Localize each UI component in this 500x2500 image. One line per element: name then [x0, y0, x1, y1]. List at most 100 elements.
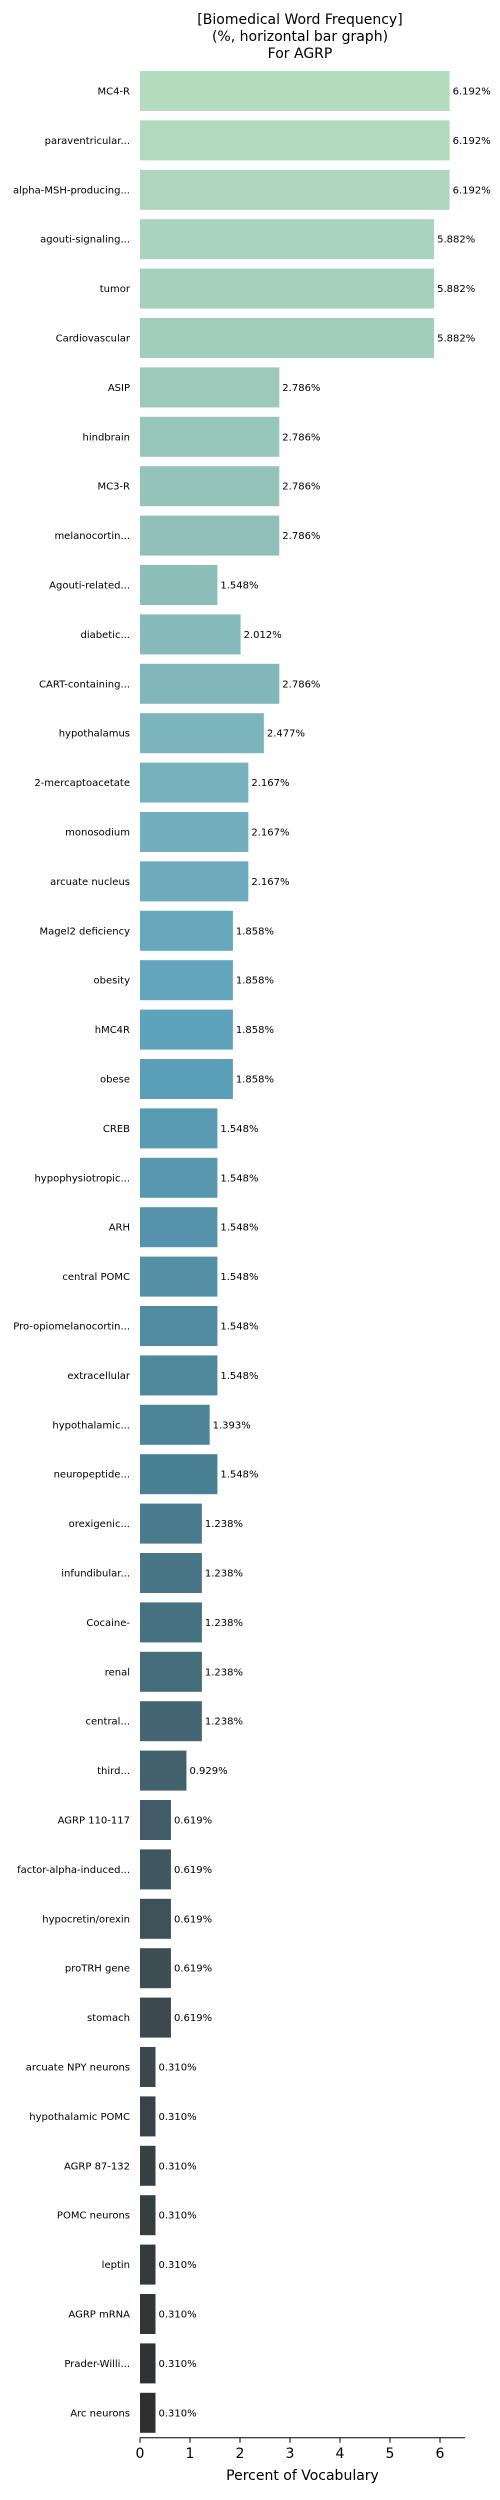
bar [140, 1355, 218, 1396]
category-label: hypothalamic POMC [29, 2112, 130, 2123]
bar [140, 1602, 202, 1643]
value-label: 2.012% [244, 630, 282, 641]
category-label: extracellular [67, 1371, 131, 1382]
category-label: hMC4R [95, 1025, 130, 1036]
category-label: diabetic... [81, 630, 131, 641]
bar [140, 120, 450, 161]
category-label: AGRP 110-117 [58, 1816, 130, 1827]
category-label: leptin [102, 2260, 130, 2271]
value-label: 0.310% [159, 2408, 197, 2419]
category-label: AGRP 87-132 [64, 2161, 130, 2172]
value-label: 0.310% [159, 2211, 197, 2222]
bar [140, 1997, 171, 2038]
value-label: 0.310% [159, 2063, 197, 2074]
category-label: 2-mercaptoacetate [34, 778, 130, 789]
category-label: agouti-signaling... [40, 235, 130, 246]
value-label: 1.548% [220, 581, 258, 592]
value-label: 1.858% [236, 1075, 274, 1086]
value-label: 5.882% [437, 235, 475, 246]
category-label: obese [100, 1075, 130, 1086]
x-tick-label: 2 [236, 2446, 245, 2462]
bar [140, 1898, 171, 1939]
category-label: central... [86, 1717, 130, 1728]
value-label: 2.167% [251, 778, 289, 789]
category-label: melanocortin... [54, 531, 130, 542]
bar [140, 1207, 218, 1248]
value-label: 2.786% [282, 482, 320, 493]
bar [140, 663, 280, 704]
value-label: 2.786% [282, 383, 320, 394]
bar [140, 1009, 233, 1050]
bar [140, 960, 233, 1001]
category-label: proTRH gene [65, 1964, 130, 1975]
bar [140, 268, 435, 309]
bar [140, 2047, 156, 2087]
bars-group [140, 71, 450, 2433]
bar [140, 910, 233, 951]
category-label: ASIP [108, 383, 130, 394]
category-label: Cardiovascular [56, 334, 131, 345]
value-label: 1.548% [220, 1272, 258, 1283]
bar [140, 1800, 171, 1840]
category-label: MC4-R [97, 87, 130, 98]
x-ticks-group: 0 1 2 3 4 5 6 [136, 2437, 445, 2462]
bar [140, 1404, 210, 1445]
category-label: AGRP mRNA [68, 2310, 130, 2321]
category-label: factor-alpha-induced... [17, 1865, 130, 1876]
value-label: 0.619% [174, 1816, 212, 1827]
bar [140, 1108, 218, 1149]
bar [140, 367, 280, 408]
category-label: POMC neurons [57, 2211, 130, 2222]
x-axis-label: Percent of Vocabulary [226, 2468, 379, 2484]
bar [140, 416, 280, 457]
value-label: 1.548% [220, 1223, 258, 1234]
category-label: Arc neurons [70, 2408, 130, 2419]
x-tick-label: 1 [186, 2446, 195, 2462]
category-label: CREB [103, 1124, 130, 1135]
value-label: 2.786% [282, 679, 320, 690]
category-label: hypothalamic... [52, 1420, 130, 1431]
category-label: CART-containing... [39, 679, 130, 690]
bar [140, 2244, 156, 2285]
category-label: Agouti-related... [49, 581, 130, 592]
category-label: infundibular... [61, 1569, 130, 1580]
category-label: hypothalamus [59, 729, 130, 740]
value-label: 0.310% [159, 2310, 197, 2321]
value-label: 0.619% [174, 2013, 212, 2024]
bar [140, 1157, 218, 1198]
bar [140, 762, 249, 803]
category-label: Pro-opiomelanocortin... [13, 1322, 130, 1333]
value-labels-group: 6.192% 6.192% 6.192% 5.882% 5.882% 5.882% 2.78… [159, 87, 491, 2420]
bar [140, 2096, 156, 2137]
bar [140, 1651, 202, 1692]
chart-title-line-1: [Biomedical Word Frequency] [197, 12, 403, 28]
bar [140, 1948, 171, 1989]
value-label: 0.310% [159, 2112, 197, 2123]
bar [140, 1701, 202, 1742]
category-label: paraventricular... [45, 136, 130, 147]
x-tick-label: 4 [336, 2446, 345, 2462]
value-label: 2.477% [267, 729, 305, 740]
value-label: 2.167% [251, 877, 289, 888]
category-label: stomach [87, 2013, 130, 2024]
category-label: alpha-MSH-producing... [13, 185, 130, 196]
category-label: Magel2 deficiency [39, 926, 130, 937]
value-label: 6.192% [453, 185, 491, 196]
category-label: renal [105, 1667, 130, 1678]
category-label: central POMC [62, 1272, 130, 1283]
bar [140, 71, 450, 111]
category-label: tumor [100, 284, 131, 295]
bar [140, 466, 280, 507]
bar [140, 2392, 156, 2433]
value-label: 0.619% [174, 1964, 212, 1975]
category-label: obesity [94, 976, 131, 987]
bar [140, 1750, 187, 1791]
category-label: hypophysiotropic... [34, 1173, 130, 1184]
value-label: 1.238% [205, 1667, 243, 1678]
bar [140, 1454, 218, 1495]
category-label: arcuate nucleus [50, 877, 130, 888]
category-label: ARH [109, 1223, 130, 1234]
value-label: 0.310% [159, 2359, 197, 2370]
category-label: Cocaine- [86, 1618, 130, 1629]
